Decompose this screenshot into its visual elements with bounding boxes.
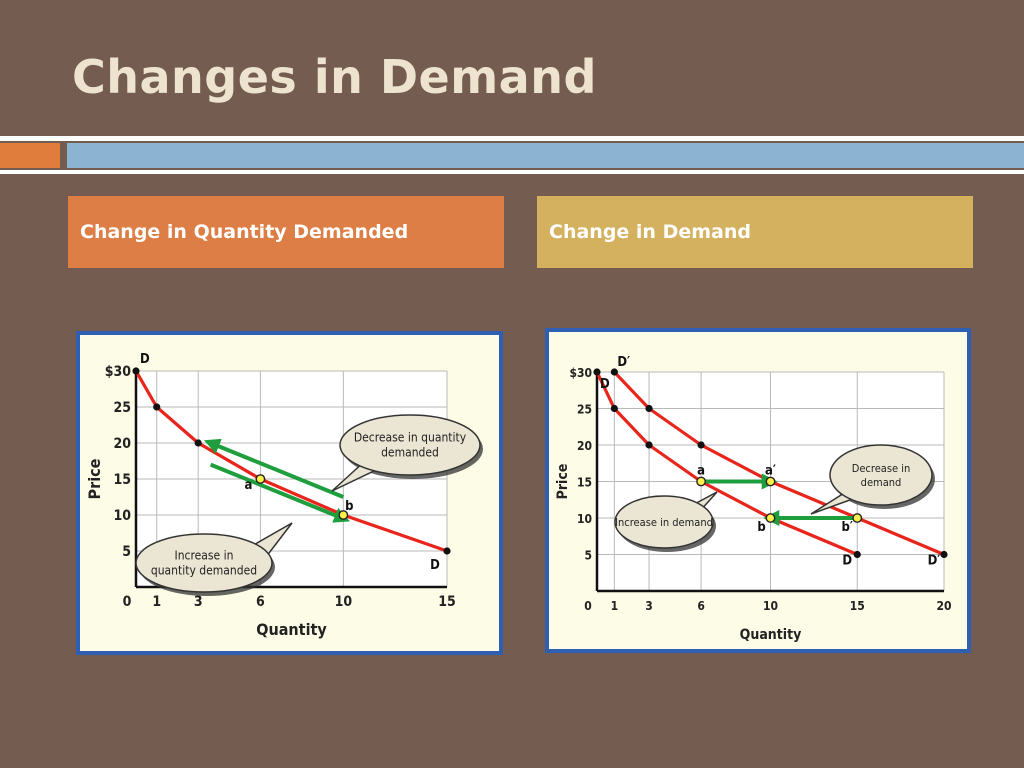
callout-tail-cover xyxy=(664,507,699,522)
curve-end-label: D xyxy=(430,558,440,573)
x-axis-title: Quantity xyxy=(740,627,802,643)
chart-demand-shift: 0 1 3 6 10 15 20 5 10 15 20 25 $30 Quantity Price D D D′ D… xyxy=(545,328,971,653)
callout-text: Increase in xyxy=(175,549,234,563)
highlighted-point xyxy=(338,510,349,520)
left-column-header: Change in Quantity Demanded xyxy=(68,196,504,268)
data-point xyxy=(194,439,202,447)
y-tick-label: 15 xyxy=(577,476,592,490)
y-tick-label: 5 xyxy=(584,549,592,563)
slide-title: Changes in Demand xyxy=(72,50,597,104)
curve-start-label: D xyxy=(140,352,150,367)
x-tick-label: 15 xyxy=(438,594,456,610)
data-point xyxy=(593,368,601,376)
callout-text: Increase in demand xyxy=(615,516,713,529)
highlighted-point xyxy=(696,476,707,487)
callout-tail-cover xyxy=(204,547,266,563)
x-tick-label: 6 xyxy=(697,599,705,613)
callout-text: demand xyxy=(861,476,902,489)
chart-demand-shift-svg: 0 1 3 6 10 15 20 5 10 15 20 25 $30 Quantity Price D D D′ D… xyxy=(555,355,952,643)
highlighted-point xyxy=(255,474,266,484)
data-point xyxy=(132,367,140,375)
x-tick-label: 20 xyxy=(936,599,951,613)
y-axis-title: Price xyxy=(85,458,104,499)
y-tick-label: 5 xyxy=(122,544,131,560)
chart-quantity-demanded-svg: 0 1 3 6 10 15 5 10 15 20 25 $30 Quantity Price D Da b Dec… xyxy=(85,352,483,639)
point-label: a′ xyxy=(765,464,776,479)
curve-end-label: D′ xyxy=(928,554,941,569)
data-point xyxy=(697,441,705,449)
x-tick-label: 1 xyxy=(152,594,161,610)
accent-bar-blue xyxy=(67,143,1024,168)
y-tick-label: 25 xyxy=(577,403,592,417)
x-tick-label: 1 xyxy=(611,599,619,613)
x-tick-label: 3 xyxy=(645,599,653,613)
y-tick-label: 10 xyxy=(577,512,592,526)
data-point xyxy=(853,550,861,559)
curve-end-label: D xyxy=(842,554,852,569)
point-label: a xyxy=(244,478,252,493)
curve-start-label: D′ xyxy=(617,355,630,370)
x-tick-label: 3 xyxy=(194,594,203,610)
y-tick-label: 15 xyxy=(113,472,131,488)
y-axis-title: Price xyxy=(555,464,571,500)
x-tick-label: 0 xyxy=(584,599,592,613)
right-column-header: Change in Demand xyxy=(537,196,973,268)
y-tick-label: 20 xyxy=(577,439,592,453)
data-point xyxy=(940,550,948,559)
x-tick-label: 10 xyxy=(335,594,353,610)
point-label: b′ xyxy=(842,520,853,535)
highlighted-point xyxy=(765,476,776,487)
callout-text: demanded xyxy=(381,446,439,460)
highlighted-point xyxy=(852,513,863,523)
divider-top-line xyxy=(0,136,1024,141)
callout-tail-cover xyxy=(849,475,881,496)
y-tick-label: 25 xyxy=(113,400,131,416)
data-point xyxy=(645,404,653,413)
x-tick-label: 15 xyxy=(850,599,865,613)
demand-curve-line xyxy=(613,370,945,556)
callout-text: Decrease in xyxy=(852,462,911,475)
right-column-header-text: Change in Demand xyxy=(549,221,751,243)
demand-curve-line xyxy=(595,371,858,556)
point-label: a xyxy=(697,464,705,479)
data-point xyxy=(610,368,618,376)
y-tick-label: 20 xyxy=(113,436,131,452)
data-point xyxy=(153,403,161,411)
x-tick-label: 10 xyxy=(763,599,778,613)
callout-text: quantity demanded xyxy=(151,564,257,578)
x-tick-label: 6 xyxy=(256,594,265,610)
data-point xyxy=(610,404,618,413)
movement-arrow xyxy=(203,438,345,499)
x-tick-label: 0 xyxy=(123,594,132,610)
divider-bottom-line xyxy=(0,170,1024,174)
x-axis-title: Quantity xyxy=(256,620,327,639)
movement-arrow xyxy=(209,462,351,523)
highlighted-point xyxy=(765,513,776,523)
data-point xyxy=(645,441,653,449)
data-point xyxy=(443,547,451,555)
point-label: b xyxy=(757,520,765,535)
left-column-header-text: Change in Quantity Demanded xyxy=(80,221,409,243)
y-tick-label: $30 xyxy=(569,366,592,380)
y-tick-label: 10 xyxy=(113,508,131,524)
demand-curve-line xyxy=(134,370,448,553)
callout-tail-cover xyxy=(365,445,410,469)
y-tick-label: $30 xyxy=(105,364,132,380)
accent-bar-orange xyxy=(0,143,60,168)
curve-start-label: D xyxy=(600,377,610,392)
callout-text: Decrease in quantity xyxy=(354,431,467,445)
point-label: b xyxy=(345,499,353,514)
